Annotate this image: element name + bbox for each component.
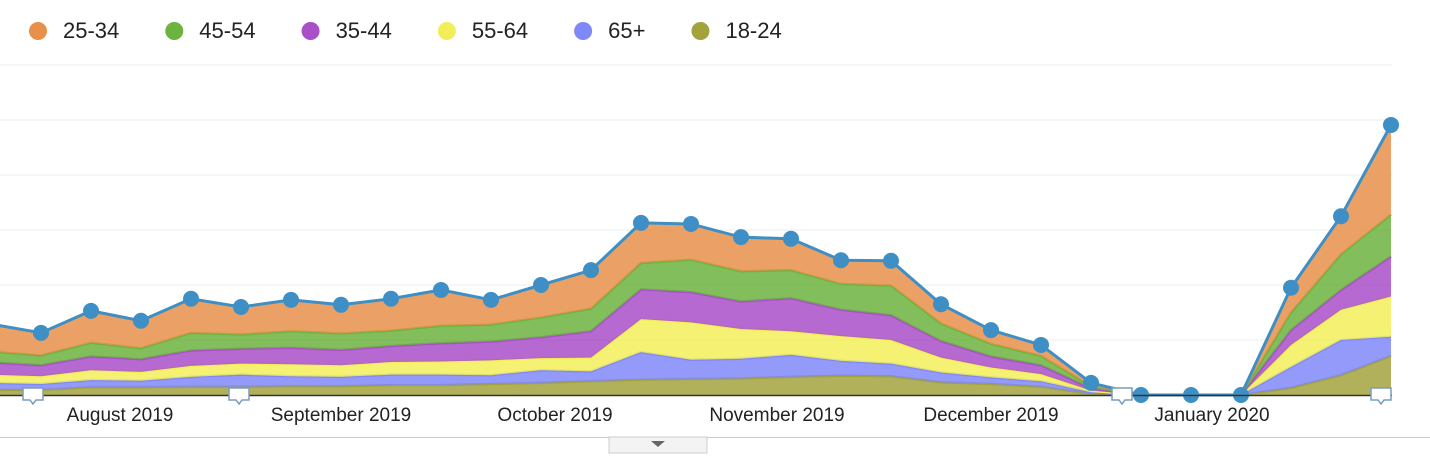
x-tick-label: October 2019 <box>497 405 612 426</box>
x-tick-label: January 2020 <box>1154 405 1269 426</box>
point <box>283 291 299 308</box>
point <box>933 296 949 313</box>
legend-label: 55-64 <box>472 18 528 43</box>
point <box>533 277 549 293</box>
point <box>1333 208 1349 225</box>
point <box>833 252 849 269</box>
point <box>133 312 149 329</box>
point <box>633 214 649 231</box>
x-tick-label: August 2019 <box>67 405 174 426</box>
point <box>1383 116 1399 133</box>
legend-swatch <box>691 22 710 40</box>
area <box>0 256 1391 395</box>
point <box>233 299 249 315</box>
point <box>1283 279 1299 296</box>
legend: 25-34 45-54 35-44 55-64 65+ 18-24 <box>29 18 782 43</box>
point <box>733 229 749 246</box>
areas <box>0 116 1399 403</box>
area <box>0 336 1391 395</box>
legend-swatch <box>437 22 456 40</box>
legend-label: 18-24 <box>725 18 781 43</box>
area <box>0 355 1391 395</box>
point <box>1033 336 1049 353</box>
point <box>1083 374 1099 391</box>
point <box>883 252 899 269</box>
legend-label: 25-34 <box>63 18 119 43</box>
legend-label: 65+ <box>608 18 645 43</box>
legend-swatch <box>165 22 184 40</box>
area <box>0 296 1391 395</box>
point <box>783 230 799 247</box>
legend-label: 45-54 <box>199 18 255 43</box>
x-tick-label: November 2019 <box>709 405 844 426</box>
legend-swatch <box>301 22 320 40</box>
point <box>83 302 99 319</box>
point <box>583 262 599 279</box>
legend-swatch <box>574 22 593 40</box>
x-labels: August 2019 September 2019 October 2019 Nov… <box>67 405 1270 426</box>
point <box>983 322 999 339</box>
expand-arrow <box>651 441 665 447</box>
legend-swatch <box>29 22 47 40</box>
point <box>433 281 449 298</box>
point <box>683 215 699 232</box>
point <box>483 291 499 308</box>
x-tick-label: December 2019 <box>923 405 1058 426</box>
x-tick-label: September 2019 <box>271 405 412 426</box>
annotation-icons <box>22 387 1392 406</box>
point <box>183 290 199 307</box>
point <box>333 296 349 313</box>
legend-label: 35-44 <box>336 18 392 43</box>
point <box>383 290 399 307</box>
area <box>0 124 1391 395</box>
point <box>33 324 49 341</box>
